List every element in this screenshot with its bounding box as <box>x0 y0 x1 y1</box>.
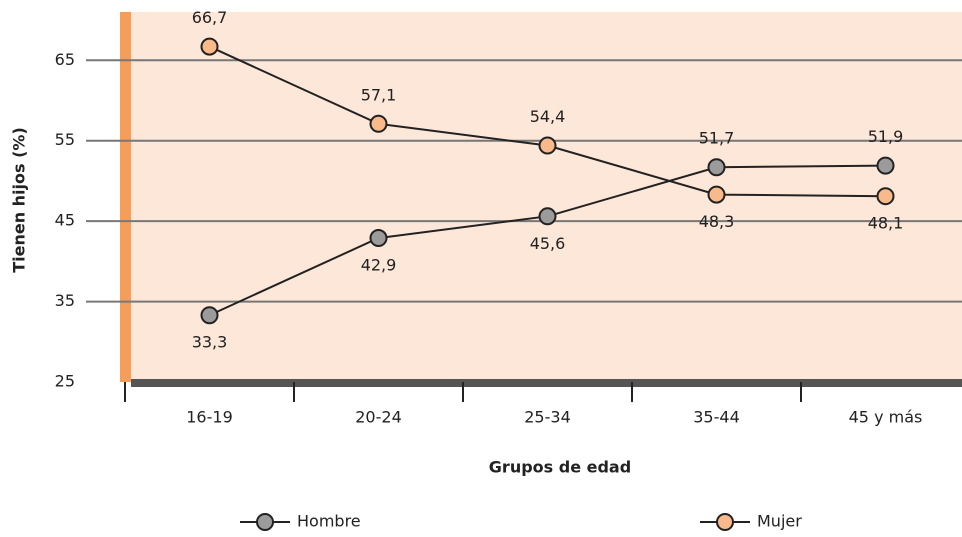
marker <box>540 138 556 154</box>
marker <box>371 230 387 246</box>
y-tick-label: 25 <box>55 372 75 391</box>
marker <box>709 159 725 175</box>
data-label: 54,4 <box>530 107 566 126</box>
data-label: 33,3 <box>192 333 228 352</box>
y-tick-label: 35 <box>55 291 75 310</box>
y-axis-title: Tienen hijos (%) <box>10 127 29 273</box>
marker <box>371 116 387 132</box>
marker <box>202 307 218 323</box>
data-label: 42,9 <box>361 256 397 275</box>
legend-label: Mujer <box>757 512 802 531</box>
data-label: 48,3 <box>699 212 735 231</box>
marker <box>878 158 894 174</box>
left-axis-bar <box>120 12 131 382</box>
data-label: 51,9 <box>868 127 904 146</box>
data-label: 57,1 <box>361 85 397 104</box>
plot-background <box>125 12 962 382</box>
x-tick-label: 25-34 <box>524 408 571 427</box>
chart: Tienen hijos (%) Grupos de edad 25 35 45 55… <box>0 0 962 533</box>
y-tick-label: 45 <box>55 211 75 230</box>
data-label: 45,6 <box>530 234 566 253</box>
x-tick-label: 16-19 <box>186 408 233 427</box>
y-tick-label: 55 <box>55 130 75 149</box>
x-tick-label: 45 y más <box>849 408 923 427</box>
marker <box>540 208 556 224</box>
x-tick-label: 20-24 <box>355 408 402 427</box>
data-label: 66,7 <box>192 8 228 27</box>
marker <box>878 188 894 204</box>
x-axis-bar <box>131 379 962 387</box>
legend-label: Hombre <box>297 512 361 531</box>
x-axis-title: Grupos de edad <box>489 458 631 477</box>
data-label: 48,1 <box>868 214 904 233</box>
marker <box>709 187 725 203</box>
legend-marker <box>717 514 733 530</box>
legend-marker <box>257 514 273 530</box>
marker <box>202 39 218 55</box>
x-tick-label: 35-44 <box>693 408 740 427</box>
data-label: 51,7 <box>699 129 735 148</box>
y-tick-label: 65 <box>55 50 75 69</box>
